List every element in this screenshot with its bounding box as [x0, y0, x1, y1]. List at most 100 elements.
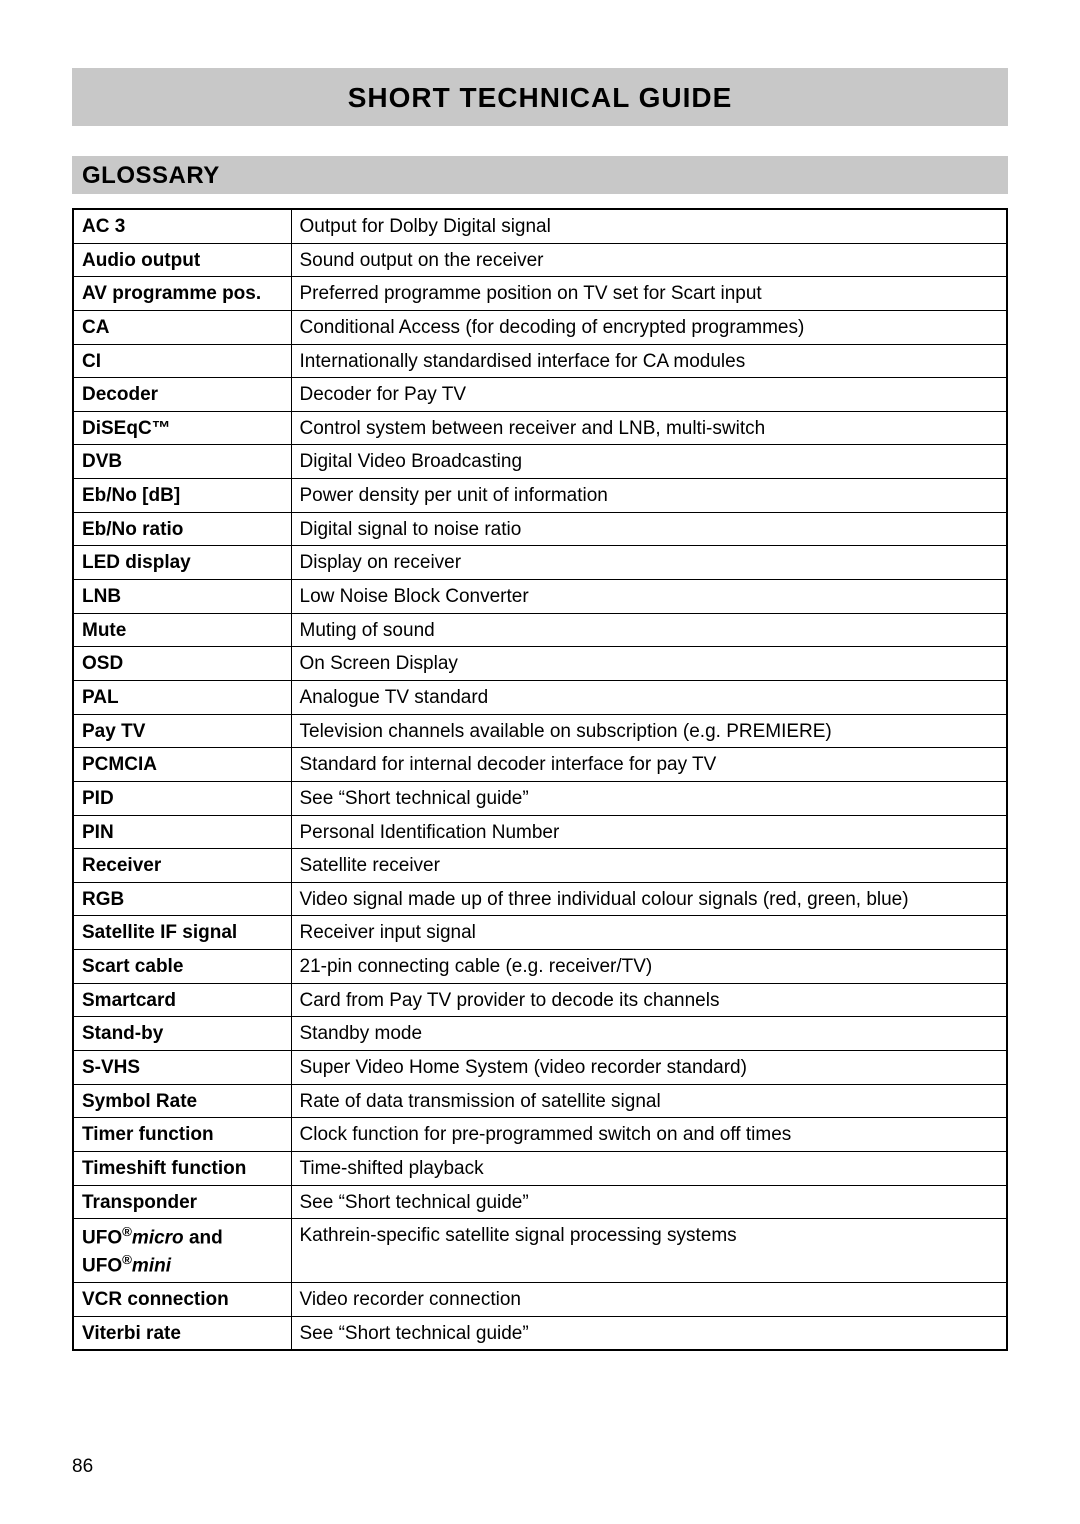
glossary-term: Transponder: [73, 1185, 291, 1219]
table-row: RGBVideo signal made up of three individ…: [73, 882, 1007, 916]
page-title: SHORT TECHNICAL GUIDE: [72, 82, 1008, 114]
glossary-definition: Digital signal to noise ratio: [291, 512, 1007, 546]
table-row: Satellite IF signalReceiver input signal: [73, 916, 1007, 950]
table-row: DiSEqC™Control system between receiver a…: [73, 411, 1007, 445]
glossary-term: S-VHS: [73, 1051, 291, 1085]
glossary-definition: Output for Dolby Digital signal: [291, 209, 1007, 243]
glossary-term: CI: [73, 344, 291, 378]
table-row: Eb/No [dB]Power density per unit of info…: [73, 479, 1007, 513]
glossary-term: Pay TV: [73, 714, 291, 748]
glossary-definition: Video signal made up of three individual…: [291, 882, 1007, 916]
table-row: PINPersonal Identification Number: [73, 815, 1007, 849]
glossary-term: LED display: [73, 546, 291, 580]
glossary-term: PIN: [73, 815, 291, 849]
glossary-definition: Video recorder connection: [291, 1283, 1007, 1317]
glossary-term: Receiver: [73, 849, 291, 883]
table-row: Timeshift functionTime-shifted playback: [73, 1151, 1007, 1185]
table-row: Pay TVTelevision channels available on s…: [73, 714, 1007, 748]
table-row: PCMCIAStandard for internal decoder inte…: [73, 748, 1007, 782]
table-row: AV programme pos.Preferred programme pos…: [73, 277, 1007, 311]
glossary-definition: Analogue TV standard: [291, 680, 1007, 714]
table-row: CIInternationally standardised interface…: [73, 344, 1007, 378]
glossary-definition: See “Short technical guide”: [291, 1185, 1007, 1219]
table-row: DVBDigital Video Broadcasting: [73, 445, 1007, 479]
table-row: Stand-byStandby mode: [73, 1017, 1007, 1051]
table-row: AC 3Output for Dolby Digital signal: [73, 209, 1007, 243]
glossary-definition: 21-pin connecting cable (e.g. receiver/T…: [291, 950, 1007, 984]
glossary-term: DVB: [73, 445, 291, 479]
glossary-term: Mute: [73, 613, 291, 647]
glossary-term: Audio output: [73, 243, 291, 277]
glossary-term: Timeshift function: [73, 1151, 291, 1185]
glossary-term: Symbol Rate: [73, 1084, 291, 1118]
table-row: Timer functionClock function for pre-pro…: [73, 1118, 1007, 1152]
glossary-definition: Satellite receiver: [291, 849, 1007, 883]
glossary-definition: Time-shifted playback: [291, 1151, 1007, 1185]
page-number: 86: [72, 1456, 93, 1478]
table-row: PALAnalogue TV standard: [73, 680, 1007, 714]
glossary-definition: Clock function for pre-programmed switch…: [291, 1118, 1007, 1152]
glossary-term: LNB: [73, 580, 291, 614]
glossary-term: VCR connection: [73, 1283, 291, 1317]
glossary-definition: Standard for internal decoder interface …: [291, 748, 1007, 782]
glossary-definition: Kathrein-specific satellite signal proce…: [291, 1219, 1007, 1283]
glossary-definition: Display on receiver: [291, 546, 1007, 580]
table-row: MuteMuting of sound: [73, 613, 1007, 647]
glossary-term: PID: [73, 781, 291, 815]
table-row: SmartcardCard from Pay TV provider to de…: [73, 983, 1007, 1017]
table-row: UFO®micro and UFO®miniKathrein-specific …: [73, 1219, 1007, 1283]
table-row: TransponderSee “Short technical guide”: [73, 1185, 1007, 1219]
glossary-definition: Preferred programme position on TV set f…: [291, 277, 1007, 311]
glossary-term: Timer function: [73, 1118, 291, 1152]
table-row: Scart cable21-pin connecting cable (e.g.…: [73, 950, 1007, 984]
table-row: CAConditional Access (for decoding of en…: [73, 310, 1007, 344]
table-row: S-VHSSuper Video Home System (video reco…: [73, 1051, 1007, 1085]
page-title-bar: SHORT TECHNICAL GUIDE: [72, 68, 1008, 126]
glossary-definition: Personal Identification Number: [291, 815, 1007, 849]
glossary-term: OSD: [73, 647, 291, 681]
section-heading: GLOSSARY: [82, 162, 998, 190]
glossary-term: UFO®micro and UFO®mini: [73, 1219, 291, 1283]
glossary-definition: Digital Video Broadcasting: [291, 445, 1007, 479]
table-row: Viterbi rateSee “Short technical guide”: [73, 1316, 1007, 1350]
glossary-definition: Decoder for Pay TV: [291, 378, 1007, 412]
glossary-term: Eb/No ratio: [73, 512, 291, 546]
table-row: VCR connectionVideo recorder connection: [73, 1283, 1007, 1317]
glossary-term: AC 3: [73, 209, 291, 243]
glossary-term: Smartcard: [73, 983, 291, 1017]
glossary-definition: Muting of sound: [291, 613, 1007, 647]
glossary-definition: Control system between receiver and LNB,…: [291, 411, 1007, 445]
table-row: PIDSee “Short technical guide”: [73, 781, 1007, 815]
glossary-definition: See “Short technical guide”: [291, 781, 1007, 815]
glossary-definition: Standby mode: [291, 1017, 1007, 1051]
glossary-definition: See “Short technical guide”: [291, 1316, 1007, 1350]
glossary-definition: Low Noise Block Converter: [291, 580, 1007, 614]
table-row: Eb/No ratioDigital signal to noise ratio: [73, 512, 1007, 546]
table-row: Symbol RateRate of data transmission of …: [73, 1084, 1007, 1118]
table-row: LNBLow Noise Block Converter: [73, 580, 1007, 614]
table-row: DecoderDecoder for Pay TV: [73, 378, 1007, 412]
glossary-term: Satellite IF signal: [73, 916, 291, 950]
glossary-table: AC 3Output for Dolby Digital signalAudio…: [72, 208, 1008, 1351]
table-row: OSDOn Screen Display: [73, 647, 1007, 681]
glossary-definition: Sound output on the receiver: [291, 243, 1007, 277]
section-heading-bar: GLOSSARY: [72, 156, 1008, 194]
glossary-term: PAL: [73, 680, 291, 714]
table-row: ReceiverSatellite receiver: [73, 849, 1007, 883]
glossary-term: AV programme pos.: [73, 277, 291, 311]
glossary-term: DiSEqC™: [73, 411, 291, 445]
glossary-term: RGB: [73, 882, 291, 916]
glossary-definition: Rate of data transmission of satellite s…: [291, 1084, 1007, 1118]
glossary-definition: Card from Pay TV provider to decode its …: [291, 983, 1007, 1017]
glossary-term: Eb/No [dB]: [73, 479, 291, 513]
glossary-term: Stand-by: [73, 1017, 291, 1051]
glossary-definition: Receiver input signal: [291, 916, 1007, 950]
glossary-definition: Conditional Access (for decoding of encr…: [291, 310, 1007, 344]
glossary-term: CA: [73, 310, 291, 344]
glossary-term: Decoder: [73, 378, 291, 412]
glossary-definition: Power density per unit of information: [291, 479, 1007, 513]
glossary-definition: On Screen Display: [291, 647, 1007, 681]
table-row: LED displayDisplay on receiver: [73, 546, 1007, 580]
glossary-term: PCMCIA: [73, 748, 291, 782]
glossary-term: Viterbi rate: [73, 1316, 291, 1350]
